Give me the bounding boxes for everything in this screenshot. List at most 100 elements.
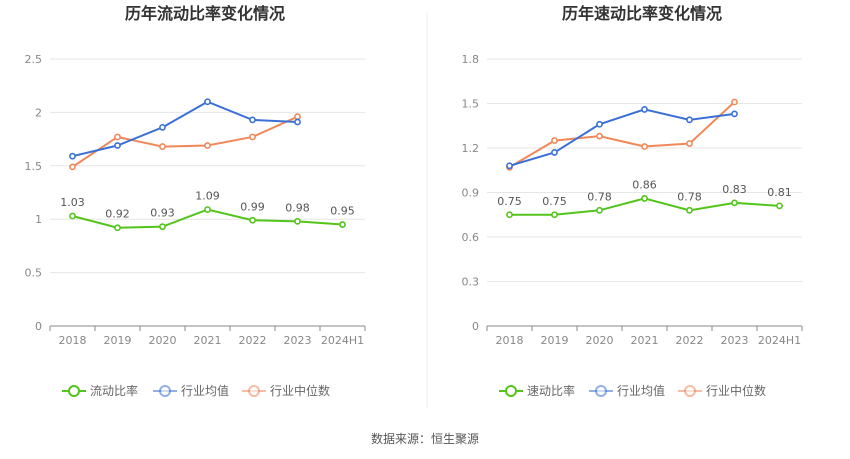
- data-point: [69, 152, 76, 160]
- data-point: [686, 140, 693, 147]
- data-point: [731, 199, 738, 207]
- data-point: [641, 195, 648, 202]
- data-point: [114, 142, 121, 149]
- data-point: [249, 133, 256, 141]
- x-tick-label: 2023: [721, 334, 749, 347]
- data-point: [506, 211, 513, 219]
- y-tick-label: 0.9: [462, 187, 480, 200]
- data-point: [596, 120, 603, 128]
- data-point: [249, 216, 256, 224]
- data-label: 0.95: [330, 205, 355, 218]
- legend-marker: [68, 385, 80, 397]
- data-label: 0.83: [722, 183, 747, 196]
- chart-title: 历年流动比率变化情况: [125, 4, 285, 23]
- legend-label: 流动比率: [90, 383, 138, 398]
- data-label: 0.78: [677, 190, 702, 203]
- legend-label: 行业中位数: [270, 383, 330, 398]
- y-tick-label: 0.3: [462, 276, 480, 289]
- data-point: [69, 212, 76, 220]
- x-tick-label: 2018: [496, 334, 524, 347]
- legend-marker: [684, 385, 696, 397]
- data-point: [731, 110, 738, 118]
- x-tick-label: 2021: [194, 334, 222, 347]
- y-tick-label: 0: [472, 320, 479, 333]
- data-point: [641, 106, 648, 113]
- data-point: [596, 132, 603, 140]
- data-label: 0.99: [240, 200, 265, 213]
- data-point: [551, 137, 558, 144]
- data-point: [159, 123, 166, 131]
- data-point: [686, 116, 693, 124]
- x-tick-label: 2022: [239, 334, 267, 347]
- data-point: [506, 162, 513, 170]
- series-line: [72, 100, 298, 158]
- x-tick-label: 2020: [586, 334, 614, 347]
- legend-label: 速动比率: [527, 383, 575, 398]
- data-point: [551, 149, 558, 156]
- series-line: [509, 108, 735, 167]
- data-point: [159, 143, 166, 150]
- data-label: 0.75: [542, 195, 567, 208]
- data-point: [731, 98, 738, 106]
- data-label: 1.03: [60, 196, 85, 209]
- y-tick-label: 1.8: [462, 53, 480, 66]
- current-ratio-chart: 历年流动比率变化情况 0 0.5 1 1.5 2 2.5 2018 2019 2020 2021 20…: [25, 4, 366, 398]
- data-label: 0.98: [285, 201, 310, 214]
- x-tick-label: 2021: [631, 334, 659, 347]
- x-tick-label: 2024H1: [321, 334, 364, 347]
- x-tick-label: 2024H1: [758, 334, 801, 347]
- data-point: [204, 142, 211, 149]
- y-tick-label: 1.5: [462, 98, 480, 111]
- y-tick-label: 0.5: [25, 267, 43, 280]
- x-tick-label: 2019: [541, 334, 569, 347]
- data-label: 0.86: [632, 178, 657, 191]
- data-point: [776, 202, 783, 210]
- quick-ratio-chart: 历年速动比率变化情况 0 0.3 0.6 0.9 1.2 1.5 1.8 2018 2019 202…: [462, 4, 803, 398]
- y-tick-label: 0: [35, 320, 42, 333]
- data-label: 0.81: [767, 186, 792, 199]
- x-tick-label: 2018: [59, 334, 87, 347]
- y-tick-label: 1: [35, 213, 42, 226]
- data-point: [159, 223, 166, 231]
- y-tick-label: 2.5: [25, 53, 43, 66]
- data-label: 0.78: [587, 190, 612, 203]
- x-tick-label: 2020: [149, 334, 177, 347]
- data-point: [294, 113, 301, 121]
- legend-label: 行业均值: [181, 383, 229, 398]
- x-tick-label: 2023: [284, 334, 312, 347]
- y-tick-label: 2: [35, 106, 42, 119]
- data-source-text: 数据来源：恒生聚源: [371, 431, 479, 446]
- data-point: [114, 224, 121, 232]
- data-point: [641, 143, 648, 150]
- legend-marker: [505, 385, 517, 397]
- legend-label: 行业均值: [617, 383, 665, 398]
- y-tick-label: 1.2: [462, 142, 480, 155]
- data-point: [249, 116, 256, 124]
- data-point: [596, 206, 603, 214]
- legend-marker: [248, 385, 260, 397]
- data-point: [551, 211, 558, 219]
- legend-label: 行业中位数: [706, 383, 766, 398]
- chart-title: 历年速动比率变化情况: [562, 4, 722, 23]
- data-point: [686, 206, 693, 214]
- data-point: [294, 118, 301, 126]
- data-label: 0.75: [497, 195, 522, 208]
- x-tick-label: 2019: [104, 334, 132, 347]
- legend-marker: [595, 385, 607, 397]
- legend-marker: [159, 385, 171, 397]
- series-line: [71, 115, 298, 168]
- data-label: 1.09: [195, 190, 220, 203]
- data-point: [204, 98, 211, 106]
- data-point: [339, 221, 346, 228]
- data-point: [204, 206, 211, 213]
- data-point: [114, 133, 121, 141]
- series-line: [508, 101, 736, 169]
- data-point: [294, 217, 301, 225]
- data-point: [69, 163, 76, 171]
- y-tick-label: 0.6: [462, 231, 480, 244]
- x-tick-label: 2022: [676, 334, 704, 347]
- y-tick-label: 1.5: [25, 160, 43, 173]
- data-label: 0.92: [105, 208, 130, 221]
- data-label: 0.93: [150, 207, 175, 220]
